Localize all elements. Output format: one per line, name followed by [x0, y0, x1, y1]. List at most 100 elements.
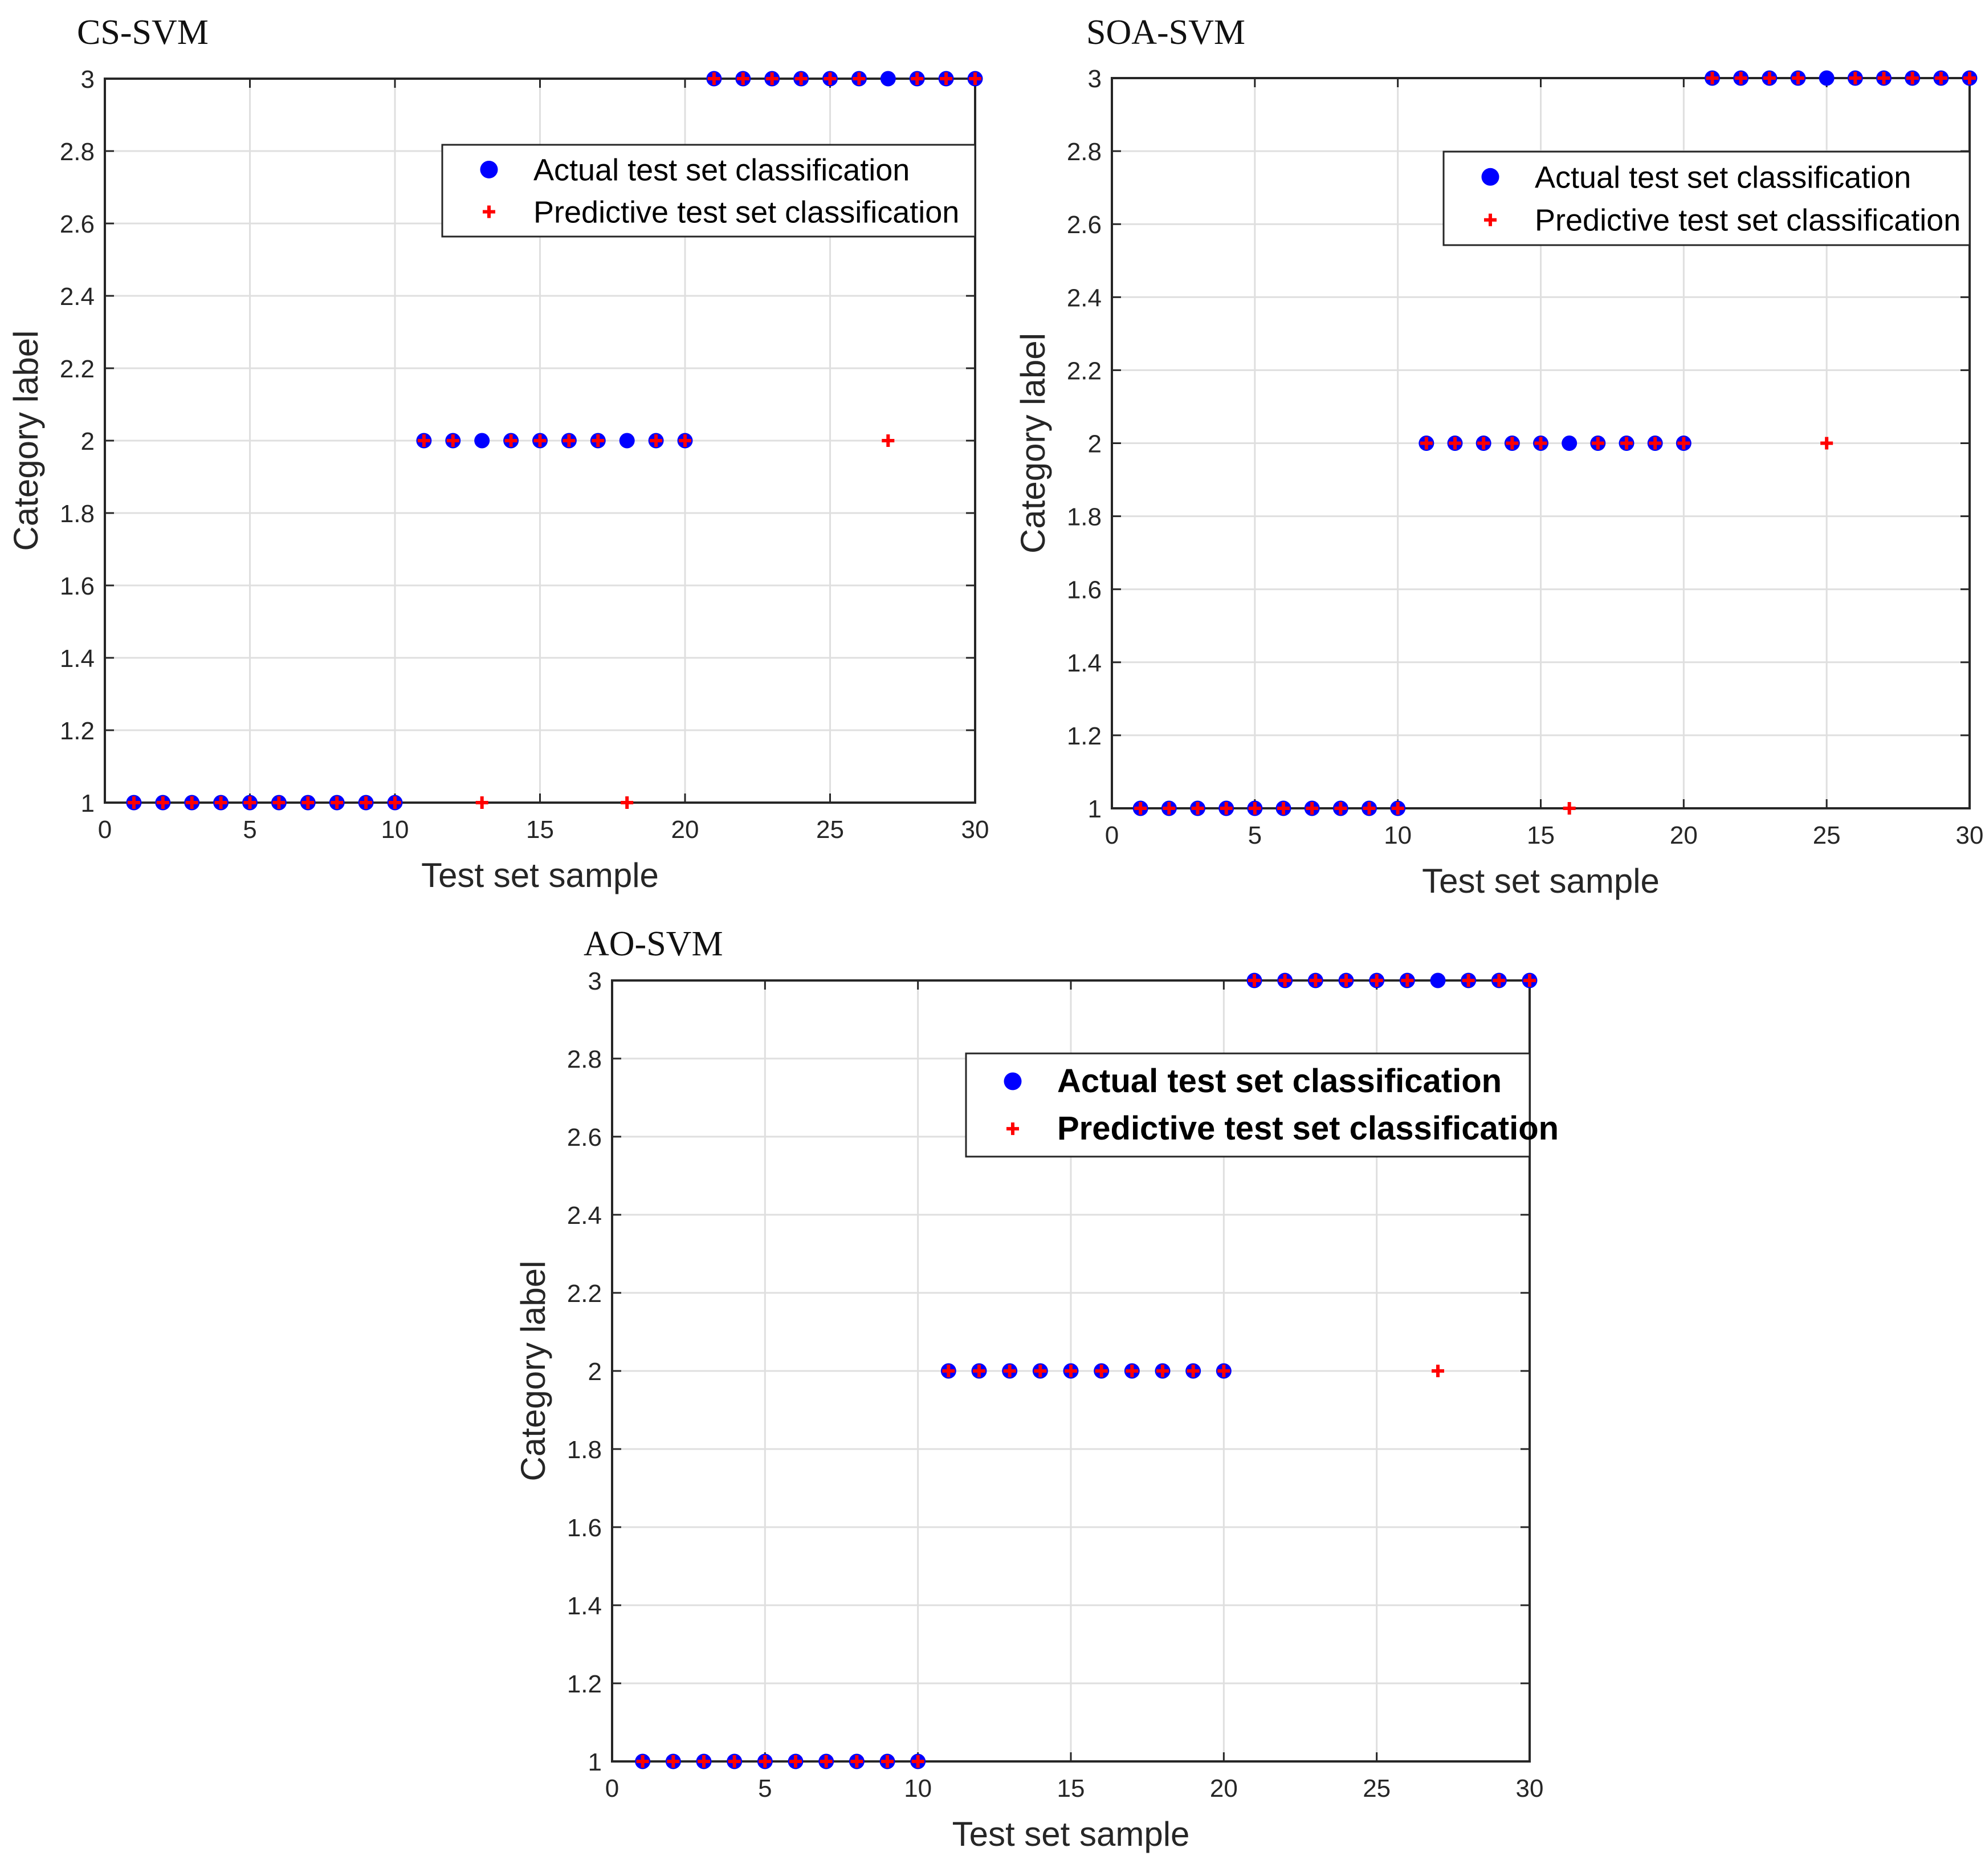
predicted-point — [650, 434, 663, 447]
x-tick-label: 0 — [605, 1775, 619, 1802]
y-tick-label: 1.4 — [567, 1592, 602, 1620]
y-tick-label: 1 — [588, 1748, 602, 1776]
predicted-point — [504, 434, 517, 447]
x-tick-label: 15 — [1527, 821, 1555, 849]
predicted-point — [667, 1755, 680, 1768]
predicted-point — [417, 434, 430, 447]
y-tick-label: 2.2 — [567, 1280, 602, 1308]
legend: Actual test set classification Predictive… — [965, 1052, 1559, 1158]
legend-actual-label: Actual test set classification — [533, 153, 910, 187]
axes-box — [611, 979, 1531, 1763]
predicted-point — [911, 1755, 924, 1768]
y-tick-label: 1.6 — [60, 572, 95, 600]
predicted-point — [1065, 1365, 1077, 1377]
predicted-point — [1820, 437, 1833, 450]
x-tick-label: 20 — [1670, 821, 1698, 849]
actual-point — [1430, 972, 1446, 988]
axes-box — [1111, 77, 1971, 809]
predicted-point — [728, 1755, 741, 1768]
x-tick-label: 10 — [904, 1775, 932, 1802]
y-axis-label: Category label — [7, 331, 45, 551]
actual-point — [880, 71, 896, 87]
predicted-point — [1363, 802, 1376, 815]
predicted-point — [1877, 72, 1890, 84]
predicted-point — [736, 72, 749, 85]
predicted-point — [1156, 1365, 1169, 1377]
predicted-point — [360, 796, 373, 809]
predicted-point — [331, 796, 344, 809]
predicted-point — [765, 72, 778, 85]
predicted-point — [214, 796, 227, 809]
predicted-point — [1506, 437, 1519, 450]
predicted-point — [1493, 974, 1506, 987]
chart-panel-cs-svm: 0 5 10 15 20 25 30 1 1.2 1.4 1.6 1.8 2 2.2 2.4 2.6 2.8 3 T… — [7, 13, 989, 894]
predicted-point — [679, 434, 691, 447]
predicted-point — [1591, 437, 1604, 450]
predicted-point — [911, 72, 924, 85]
predicted-point — [563, 434, 576, 447]
legend-actual-marker — [1004, 1072, 1022, 1090]
predicted-point — [1792, 72, 1804, 84]
legend-actual-label: Actual test set classification — [1535, 160, 1911, 194]
x-tick-label: 10 — [381, 816, 409, 844]
y-tick-label: 1.2 — [60, 717, 95, 745]
x-tick-label: 15 — [526, 816, 554, 844]
predicted-point — [592, 434, 605, 447]
legend-predicted-marker — [1006, 1122, 1019, 1136]
y-tick-label: 2.8 — [567, 1045, 602, 1073]
predicted-point — [1163, 802, 1176, 815]
predicted-point — [969, 72, 981, 85]
legend-actual-marker — [480, 160, 498, 178]
y-tick-label: 1.8 — [60, 500, 95, 528]
predicted-point — [1477, 437, 1490, 450]
y-tick-label: 2.8 — [1067, 138, 1102, 166]
predicted-point — [1763, 72, 1776, 84]
predicted-point — [1126, 1365, 1139, 1377]
predicted-point — [1278, 974, 1291, 987]
predicted-point — [1370, 974, 1383, 987]
y-tick-label: 1.4 — [1067, 649, 1102, 677]
y-tick-label: 2 — [81, 428, 95, 455]
legend-actual-label: Actual test set classification — [1057, 1063, 1502, 1100]
predicted-point — [973, 1365, 985, 1377]
legend-box — [965, 1052, 1531, 1158]
x-tick-label: 25 — [816, 816, 844, 844]
legend-actual-marker — [1481, 168, 1499, 186]
predicted-point — [1340, 974, 1352, 987]
y-tick-label: 2.2 — [60, 355, 95, 383]
predicted-point — [1391, 802, 1404, 815]
predicted-point — [1677, 437, 1690, 450]
y-tick-label: 1.2 — [567, 1670, 602, 1698]
predicted-point — [1620, 437, 1633, 450]
x-tick-label: 25 — [1363, 1775, 1391, 1802]
predicted-point — [759, 1755, 772, 1768]
predicted-point — [1534, 437, 1547, 450]
predicted-point — [850, 1755, 863, 1768]
x-tick-label: 15 — [1057, 1775, 1085, 1802]
y-tick-label: 2.2 — [1067, 357, 1102, 385]
y-tick-label: 3 — [1088, 65, 1102, 93]
predicted-point — [1706, 72, 1719, 84]
x-tick-label: 5 — [243, 816, 256, 844]
y-tick-label: 2.4 — [567, 1202, 602, 1230]
actual-point — [1562, 436, 1578, 451]
chart-panel-soa-svm: 0 5 10 15 20 25 30 1 1.2 1.4 1.6 1.8 2 2.2 2.4 2.6 2.8 3 T… — [1014, 13, 1983, 900]
predicted-point — [1563, 802, 1576, 815]
chart-title: SOA-SVM — [1086, 13, 1245, 52]
predicted-point — [1191, 802, 1204, 815]
predicted-point — [1187, 1365, 1200, 1377]
y-tick-label: 3 — [81, 66, 95, 93]
legend-predicted-marker — [483, 205, 495, 218]
predicted-point — [1401, 974, 1414, 987]
y-axis-label: Category label — [1014, 333, 1052, 554]
predicted-point — [1248, 974, 1261, 987]
predicted-point — [389, 796, 401, 809]
chart-panel-ao-svm: 0 5 10 15 20 25 30 1 1.2 1.4 1.6 1.8 2 2.2 2.4 2.6 2.8 3 T… — [514, 925, 1559, 1853]
predicted-point — [1306, 802, 1319, 815]
predicted-point — [1963, 72, 1976, 84]
predicted-point — [475, 796, 488, 809]
legend-predicted-label: Predictive test set classification — [533, 196, 959, 230]
predicted-point — [621, 796, 634, 809]
predicted-point — [301, 796, 315, 809]
